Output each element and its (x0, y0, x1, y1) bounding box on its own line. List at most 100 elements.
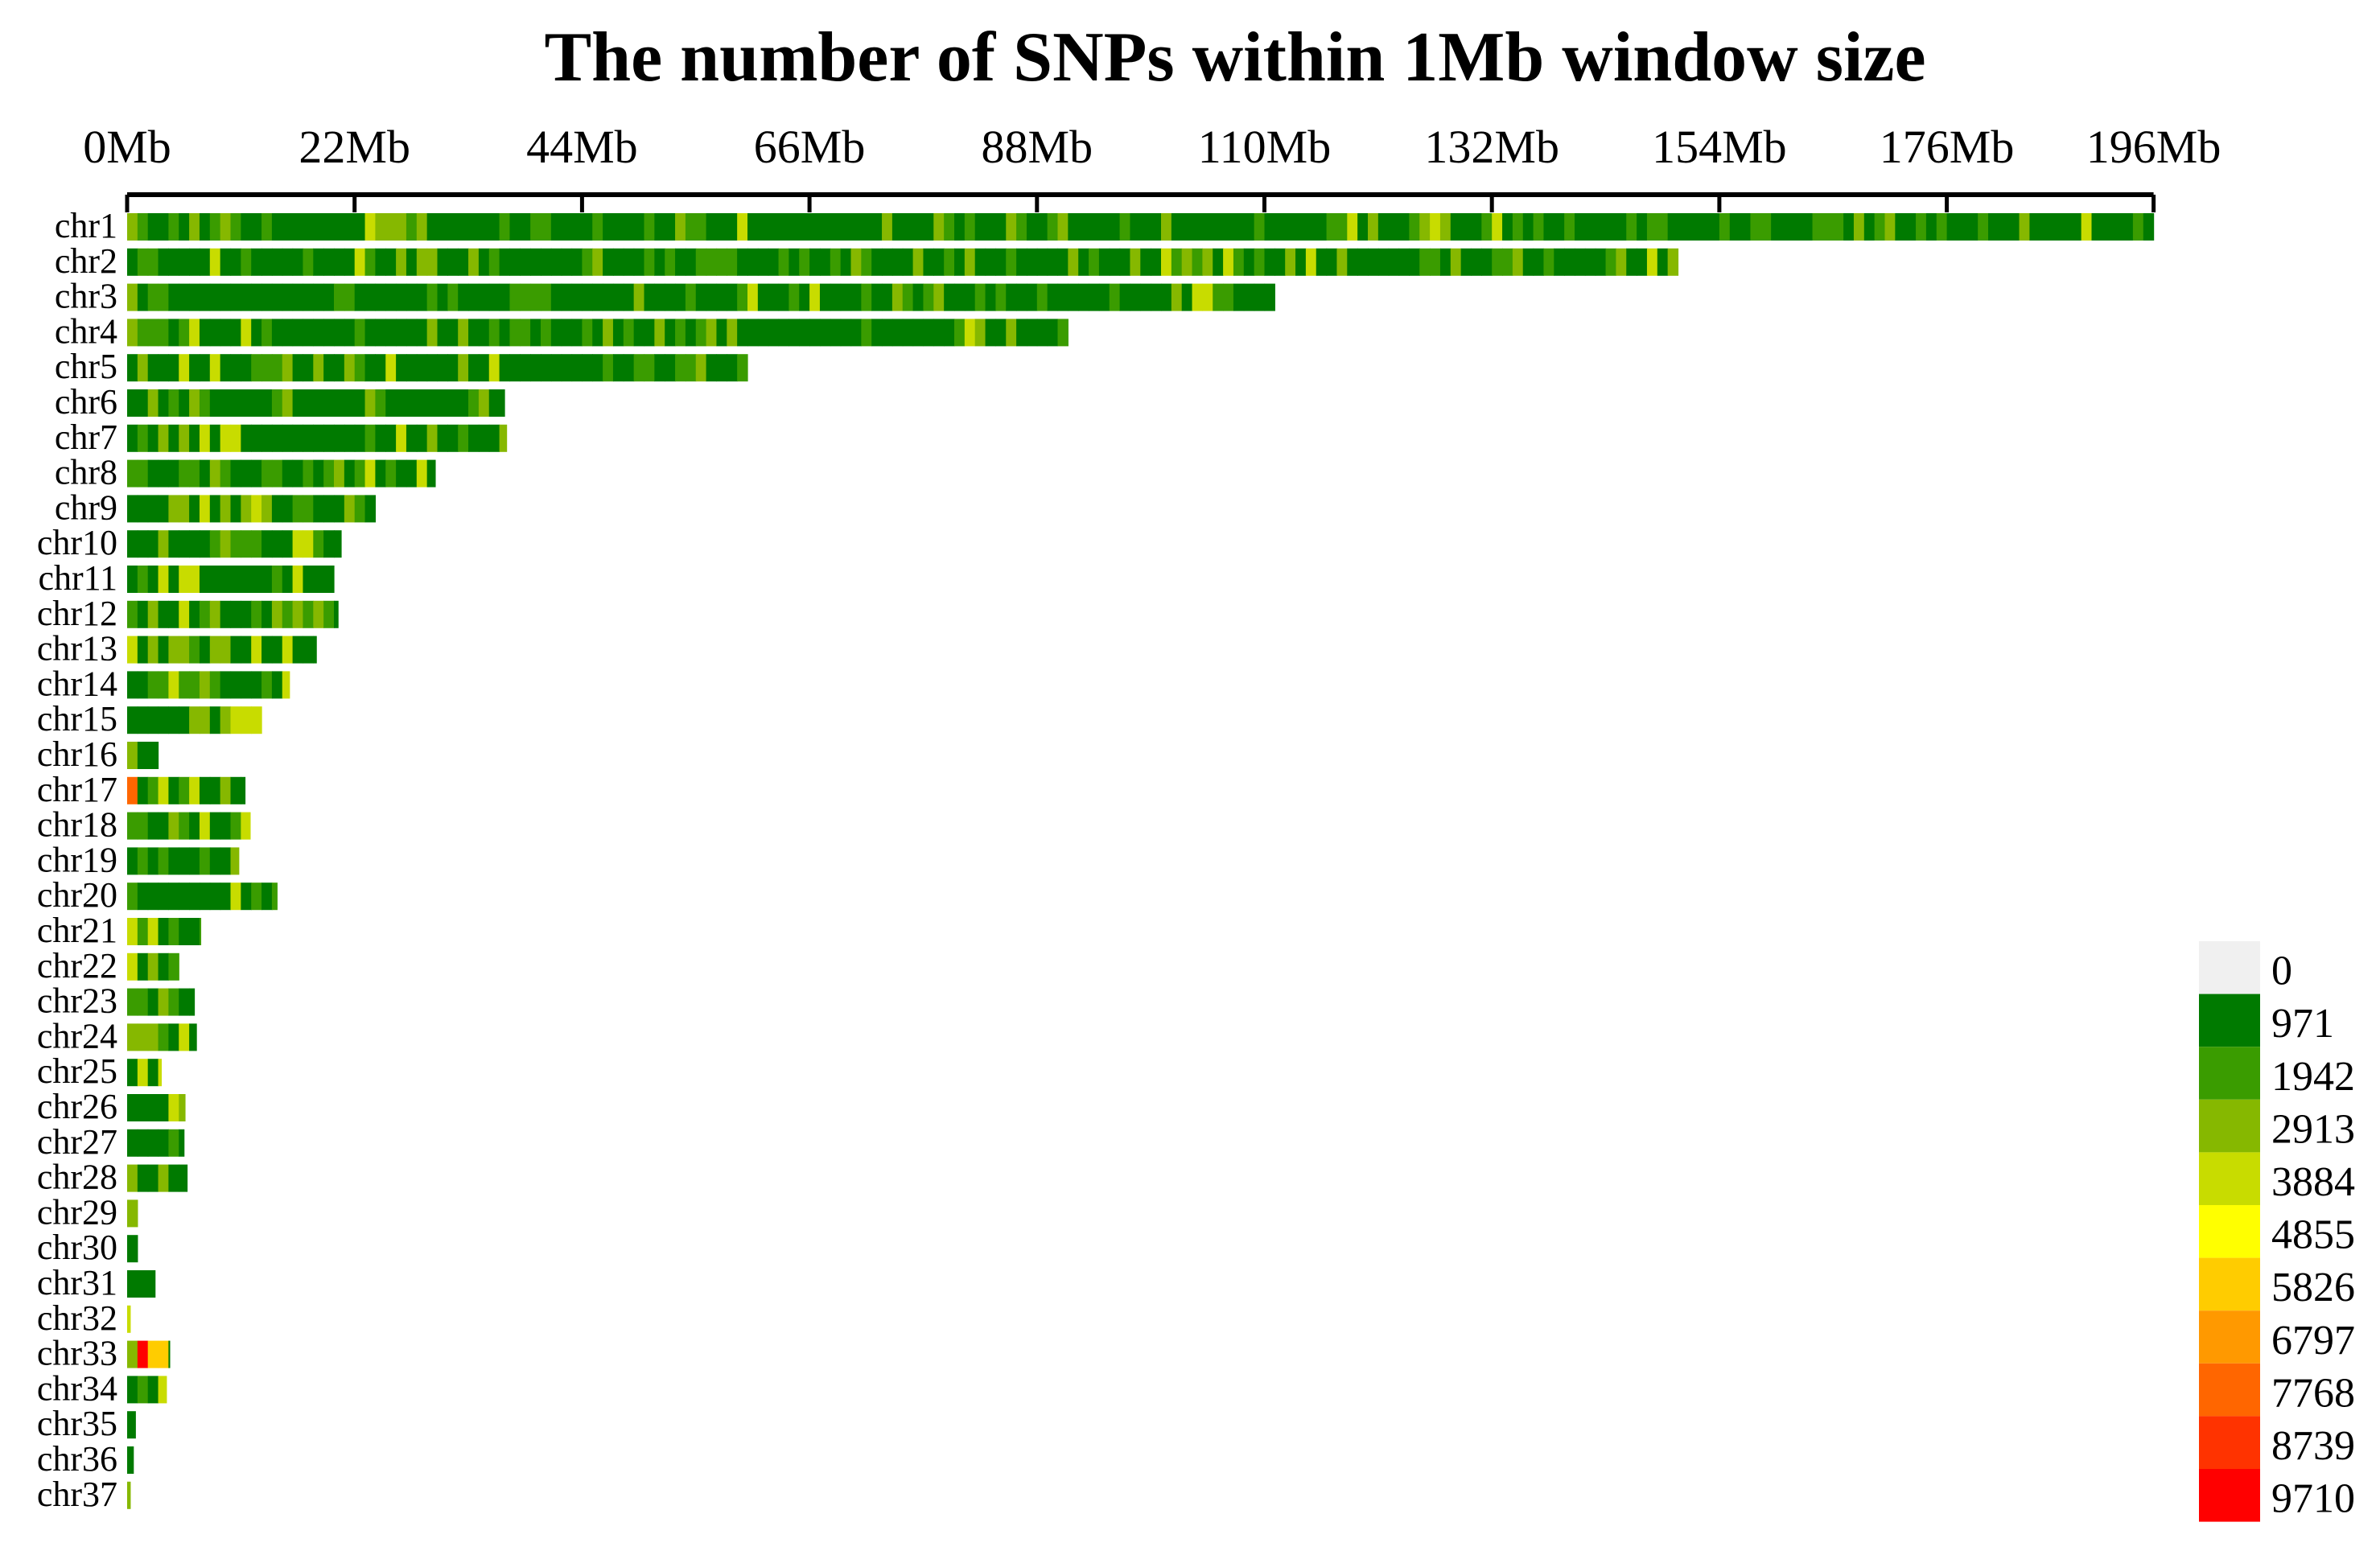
snp-window-cell (675, 354, 686, 382)
snp-window-cell (209, 389, 221, 417)
snp-window-cell (261, 459, 273, 488)
snp-window-cell (861, 283, 872, 311)
snp-window-cell (768, 213, 780, 241)
snp-window-cell (850, 319, 862, 347)
chart-title: The number of SNPs within 1Mb window siz… (544, 19, 1925, 97)
legend: 0 971 1942 2913 3884 4855 5826 6797 7768 8739 9710 (2199, 941, 2355, 1522)
snp-window-cell (313, 248, 324, 276)
snp-window-cell (168, 1094, 179, 1121)
snp-window-cell (396, 319, 407, 347)
chromosome-bar (127, 882, 278, 911)
snp-window-cell (747, 283, 759, 311)
snp-window-cell (189, 671, 200, 699)
snp-window-cell (623, 319, 635, 347)
snp-window-cell (158, 1023, 169, 1051)
snp-window-cell (1223, 213, 1234, 241)
snp-window-cell (137, 495, 149, 523)
snp-window-cell (209, 776, 221, 804)
snp-window-cell (344, 283, 356, 311)
x-tick-label: 132Mb (1424, 121, 1559, 173)
snp-window-cell (209, 847, 221, 875)
snp-window-cell (685, 354, 697, 382)
snp-window-cell (364, 319, 376, 347)
snp-window-cell (1171, 213, 1183, 241)
snp-window-cell (1233, 283, 1245, 311)
snp-window-cell (1492, 248, 1503, 276)
snp-window-cell (292, 283, 304, 311)
snp-window-cell (189, 424, 200, 452)
snp-window-cell (261, 566, 273, 593)
snp-window-cell (923, 248, 934, 276)
snp-window-cell (458, 354, 469, 382)
snp-window-cell (902, 213, 914, 241)
snp-window-cell (158, 319, 169, 347)
snp-window-cell (271, 283, 283, 311)
snp-window-cell (1688, 213, 1699, 241)
snp-window-cell (137, 812, 149, 840)
snp-window-cell (334, 283, 345, 311)
snp-window-cell (127, 1094, 138, 1121)
snp-window-cell (830, 248, 842, 276)
snp-window-cell (241, 706, 252, 734)
snp-window-cell (964, 319, 976, 347)
snp-window-cell (654, 354, 665, 382)
snp-window-cell (541, 319, 552, 347)
snp-window-cell (1450, 248, 1462, 276)
snp-window-cell (1502, 213, 1513, 241)
snp-window-cell (147, 566, 159, 593)
snp-window-cell (168, 812, 179, 840)
snp-window-cell (241, 319, 252, 347)
snp-window-cell (147, 988, 159, 1016)
snp-window-cell (809, 248, 821, 276)
snp-window-cell (261, 636, 273, 664)
snp-window-cell (168, 319, 179, 347)
chromosome-bar (127, 812, 251, 840)
snp-window-cell (261, 600, 273, 628)
snp-window-cell (334, 600, 339, 628)
chromosome-label: chr11 (38, 558, 117, 598)
snp-window-cell (789, 213, 800, 241)
snp-window-cell (209, 566, 221, 593)
snp-window-cell (323, 283, 335, 311)
snp-window-cell (147, 389, 159, 417)
snp-window-cell (437, 354, 448, 382)
snp-window-cell (179, 319, 190, 347)
snp-window-cell (241, 566, 252, 593)
snp-window-cell (727, 213, 738, 241)
snp-window-cell (1760, 213, 1772, 241)
x-tick-label: 0Mb (83, 121, 171, 173)
snp-window-cell (137, 706, 149, 734)
snp-window-cell (168, 1023, 179, 1051)
snp-window-cell (168, 671, 179, 699)
snp-window-cell (1595, 213, 1607, 241)
snp-window-cell (1575, 248, 1586, 276)
snp-window-cell (261, 424, 273, 452)
snp-window-cell (334, 424, 345, 452)
chromosome-label: chr1 (55, 206, 117, 245)
snp-window-cell (127, 1270, 138, 1298)
snp-window-cell (891, 283, 904, 311)
chromosome-label: chr23 (37, 981, 117, 1021)
snp-window-cell (1089, 213, 1100, 241)
snp-window-cell (1119, 213, 1131, 241)
snp-window-cell (406, 389, 418, 417)
snp-window-cell (199, 918, 202, 945)
chromosome-label: chr21 (37, 911, 117, 950)
legend-label: 3884 (2271, 1159, 2355, 1205)
snp-window-cell (323, 566, 335, 593)
snp-window-cell (168, 424, 179, 452)
snp-window-cell (550, 354, 562, 382)
snp-window-cell (520, 354, 531, 382)
snp-window-cell (1512, 213, 1524, 241)
snp-window-cell (1699, 213, 1710, 241)
snp-window-cell (1264, 248, 1275, 276)
snp-window-cell (819, 283, 831, 311)
snp-window-cell (716, 319, 727, 347)
snp-window-cell (499, 354, 511, 382)
snp-window-cell (137, 389, 149, 417)
snp-window-cell (241, 213, 252, 241)
snp-window-cell (1068, 248, 1079, 276)
snp-window-cell (1998, 213, 2010, 241)
snp-window-cell (1057, 213, 1069, 241)
snp-window-cell (354, 283, 366, 311)
